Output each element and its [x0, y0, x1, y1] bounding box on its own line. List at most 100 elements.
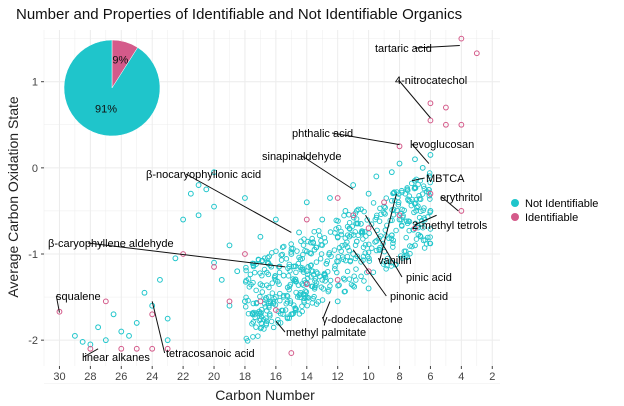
data-point-cluster: [340, 275, 347, 282]
data-point: [357, 220, 364, 227]
data-point: [334, 195, 341, 201]
data-point-cluster: [322, 278, 328, 284]
data-point-cluster: [282, 307, 289, 313]
data-point-cluster: [427, 179, 433, 186]
data-point-cluster: [266, 284, 272, 291]
data-point-cluster: [292, 276, 299, 283]
data-point-cluster: [300, 242, 307, 248]
data-point-cluster: [275, 316, 281, 323]
data-point: [396, 143, 403, 150]
y-tick-label: 1: [32, 77, 38, 89]
data-point-cluster: [261, 326, 267, 332]
data-point-cluster: [302, 247, 308, 254]
data-point-cluster: [250, 334, 256, 340]
data-point-cluster: [245, 276, 252, 282]
data-point-cluster: [279, 307, 285, 314]
data-point-cluster: [259, 272, 265, 279]
data-point-cluster: [394, 207, 400, 214]
x-tick-label: 24: [146, 371, 158, 383]
data-point-cluster: [411, 209, 417, 216]
data-point-cluster: [391, 189, 397, 195]
data-point: [257, 281, 264, 288]
x-tick-label: 10: [362, 371, 374, 383]
data-point-cluster: [344, 239, 350, 245]
data-point-cluster: [313, 269, 320, 275]
data-point: [257, 233, 264, 240]
annotation-label: 4-nitrocatechol: [395, 75, 467, 87]
data-point-cluster: [290, 276, 296, 282]
data-point-cluster: [406, 218, 413, 225]
x-tick-label: 26: [115, 371, 127, 383]
data-point-cluster: [308, 262, 314, 268]
annotation-label: vanillin: [378, 255, 412, 267]
data-point: [458, 121, 465, 128]
data-point-cluster: [302, 279, 309, 286]
data-point: [157, 276, 163, 283]
annotation-leader: [322, 301, 331, 320]
data-point: [327, 195, 333, 201]
data-point: [427, 190, 434, 197]
data-point-cluster: [362, 242, 369, 248]
data-point-cluster: [311, 293, 317, 300]
annotation-leader: [398, 79, 431, 119]
data-point: [56, 308, 63, 315]
data-point-cluster: [351, 273, 357, 279]
data-point: [365, 225, 372, 232]
data-point-cluster: [355, 220, 361, 227]
data-point-cluster: [413, 236, 420, 242]
data-point-cluster: [417, 208, 424, 215]
data-point: [288, 311, 295, 318]
data-point-cluster: [395, 201, 402, 208]
data-point-cluster: [305, 238, 311, 245]
annotation-leader: [411, 143, 430, 164]
data-point-cluster: [389, 232, 395, 238]
data-point-cluster: [299, 308, 305, 315]
data-point-cluster: [322, 272, 328, 278]
data-point-cluster: [350, 214, 357, 221]
data-point: [350, 182, 357, 188]
x-tick-label: 30: [53, 371, 65, 383]
data-point: [311, 246, 318, 253]
data-point-cluster: [265, 271, 272, 278]
data-point-cluster: [409, 243, 415, 250]
data-point-cluster: [426, 173, 433, 179]
data-point: [373, 238, 380, 244]
data-point: [102, 298, 109, 305]
data-point-cluster: [366, 255, 372, 262]
annotation-leader: [414, 214, 437, 226]
data-point-cluster: [294, 248, 300, 254]
data-point-cluster: [381, 210, 387, 216]
data-point: [412, 225, 418, 232]
data-point: [79, 338, 86, 345]
data-point-cluster: [277, 297, 283, 304]
pie-slice-label: 9%: [112, 54, 128, 66]
data-point: [110, 311, 117, 318]
data-point-cluster: [243, 264, 249, 271]
data-point: [118, 345, 125, 352]
x-tick-label: 28: [84, 371, 96, 383]
data-point-cluster: [335, 224, 342, 231]
data-point-cluster: [303, 294, 309, 301]
annotation-label: sinapinaldehyde: [262, 151, 342, 163]
data-point-cluster: [276, 269, 283, 276]
data-point: [180, 216, 187, 223]
data-point-cluster: [301, 236, 307, 242]
data-point: [242, 251, 248, 257]
x-axis-ticks: 30 28 26 24 22 20 18 16 14 12 10 8 6 4 2: [53, 366, 495, 383]
data-point-cluster: [338, 228, 344, 235]
data-point: [234, 268, 241, 275]
data-point-cluster: [407, 250, 413, 257]
data-point-cluster: [285, 265, 291, 272]
data-point-cluster: [284, 284, 291, 291]
data-point: [95, 324, 102, 331]
data-point-cluster: [304, 271, 311, 278]
data-point-cluster: [308, 250, 314, 257]
data-point: [427, 208, 434, 214]
data-point-cluster: [365, 249, 372, 256]
data-point: [373, 173, 380, 180]
data-point-cluster: [426, 170, 433, 176]
data-point-cluster: [250, 300, 257, 307]
data-point: [427, 152, 434, 158]
data-point: [303, 216, 310, 223]
